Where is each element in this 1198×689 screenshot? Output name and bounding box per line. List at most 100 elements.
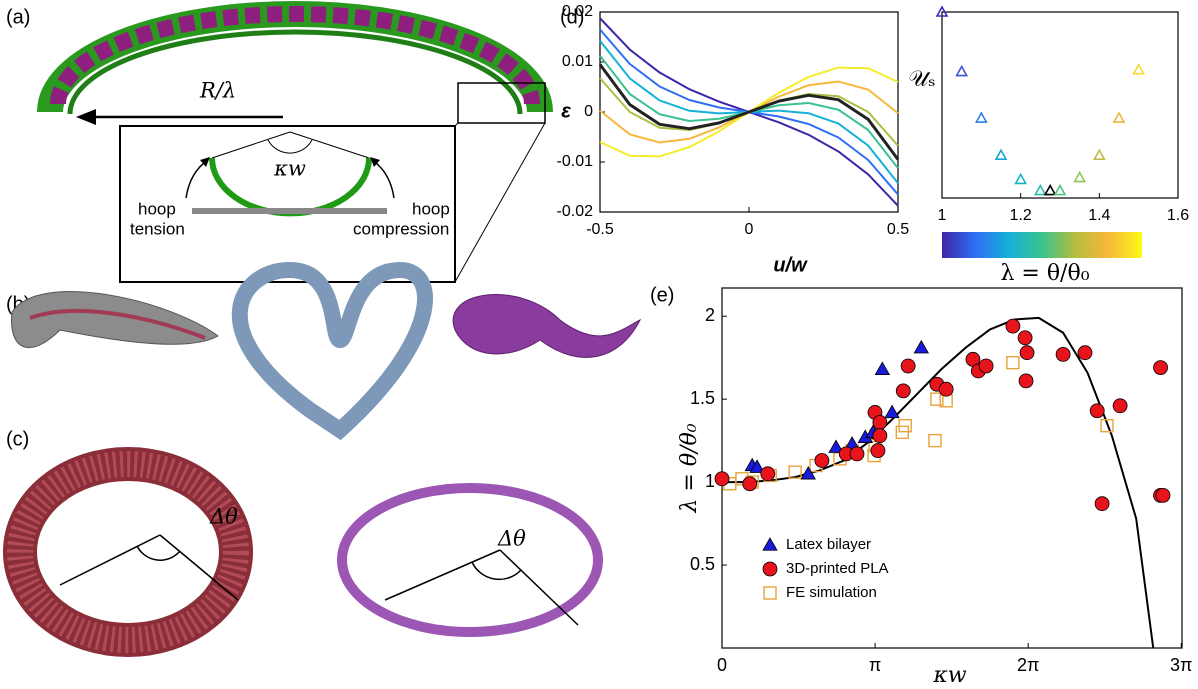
point: [760, 466, 776, 482]
point: [749, 459, 765, 473]
point: [1100, 418, 1114, 433]
plot-frame: [721, 287, 1183, 649]
ribbon-illustrations: [11, 261, 642, 441]
colorbar-label: λ = θ/θ₀: [1000, 261, 1089, 286]
point: [1014, 172, 1028, 185]
point: [1112, 398, 1128, 414]
point: [800, 466, 816, 480]
y-tick-label: 1.5: [690, 388, 715, 408]
legend-label: Latex bilayer: [786, 536, 871, 553]
x-tick-label: 1.2: [1010, 207, 1032, 224]
annotation: hoop: [138, 199, 176, 218]
y-tick-label: 0.02: [562, 3, 593, 20]
point: [849, 446, 865, 462]
x-tick-label: 1.4: [1088, 207, 1110, 224]
plot-frame: [941, 11, 1179, 199]
x-tick-label: 3π: [1170, 655, 1192, 675]
point: [895, 383, 911, 399]
point: [1055, 346, 1071, 362]
x-axis-label: u/w: [773, 254, 808, 276]
panel-label: (a): [6, 6, 30, 28]
point: [872, 414, 888, 430]
y-tick-label: 0.01: [562, 53, 593, 70]
x-axis-label: κw: [932, 663, 966, 688]
x-tick-label: 0.5: [887, 221, 909, 238]
legend-marker: [763, 586, 777, 600]
y-axis-label: λ = θ/θ₀: [677, 423, 702, 513]
point: [930, 392, 944, 406]
point: [1094, 496, 1110, 512]
point: [1006, 355, 1020, 370]
y-tick-label: -0.02: [557, 203, 594, 220]
x-tick-label: 1.6: [1167, 207, 1189, 224]
arch-illustration: [37, 1, 553, 283]
x-tick-label: 2π: [1017, 655, 1039, 675]
point: [1017, 330, 1033, 346]
point: [928, 433, 942, 448]
point: [1112, 111, 1126, 123]
panel-label: (c): [6, 428, 29, 450]
point: [742, 476, 758, 492]
point: [974, 111, 988, 123]
chart: -0.5 0 0.5 -0.02 -0.01 0 0.01 0.02 u/w ε: [557, 3, 910, 276]
point: [898, 418, 912, 433]
annotation: hoop: [412, 199, 450, 218]
x-tick-label: 1: [938, 207, 947, 224]
point: [714, 471, 730, 487]
colorbar: [942, 232, 1142, 258]
data-line: [722, 316, 1155, 649]
y-tick-label: 0.5: [690, 554, 715, 574]
chart: 0 π 2π 3π 0.5 1 1.5 2 κw λ = θ/θ₀ Latex bilayer 3D-…: [677, 287, 1192, 688]
point: [1153, 360, 1168, 376]
point: [913, 339, 929, 354]
point: [955, 64, 969, 77]
point: [1073, 170, 1087, 183]
point: [870, 443, 886, 458]
y-tick-label: -0.01: [557, 153, 594, 170]
annotation: compression: [353, 219, 449, 238]
point: [978, 358, 994, 374]
ring-illustrations: [3, 447, 603, 657]
y-tick-label: 1: [705, 471, 715, 491]
point: [1053, 183, 1067, 196]
point: [872, 428, 888, 444]
annotation: Δθ: [497, 527, 526, 551]
annotation: Δθ: [209, 505, 238, 529]
point: [814, 453, 830, 468]
point: [884, 404, 900, 419]
y-tick-label: 0: [584, 103, 593, 120]
chart: 1 1.2 1.4 1.6 𝒰ₛ λ = θ/θ₀: [908, 5, 1189, 286]
x-tick-label: 0: [717, 655, 727, 675]
point: [935, 5, 949, 17]
point: [1018, 373, 1034, 389]
point: [1132, 63, 1146, 75]
point: [788, 465, 802, 479]
x-tick-label: π: [869, 655, 881, 675]
point: [1092, 148, 1106, 161]
y-axis-label: 𝒰ₛ: [908, 67, 935, 92]
y-axis-label: ε: [561, 100, 571, 122]
x-tick-label: 0: [745, 221, 754, 238]
annotation: tension: [130, 219, 185, 238]
x-tick-label: -0.5: [586, 221, 614, 238]
data-line: [598, 63, 900, 161]
legend-marker: [762, 561, 778, 577]
point: [1089, 403, 1105, 419]
legend-label: FE simulation: [786, 584, 877, 601]
legend-label: 3D-printed PLA: [786, 560, 889, 577]
point: [874, 361, 891, 375]
point: [994, 148, 1008, 161]
annotation: κw: [273, 157, 306, 181]
point: [1077, 345, 1093, 361]
point: [1033, 183, 1047, 196]
panel-label: (d): [560, 6, 584, 28]
point: [1005, 318, 1021, 334]
annotation: R/λ: [199, 79, 236, 103]
panel-label: (e): [650, 284, 674, 306]
point: [1043, 183, 1057, 196]
y-tick-label: 2: [705, 305, 715, 325]
point: [828, 439, 844, 453]
point: [938, 381, 954, 397]
point: [1155, 487, 1171, 503]
